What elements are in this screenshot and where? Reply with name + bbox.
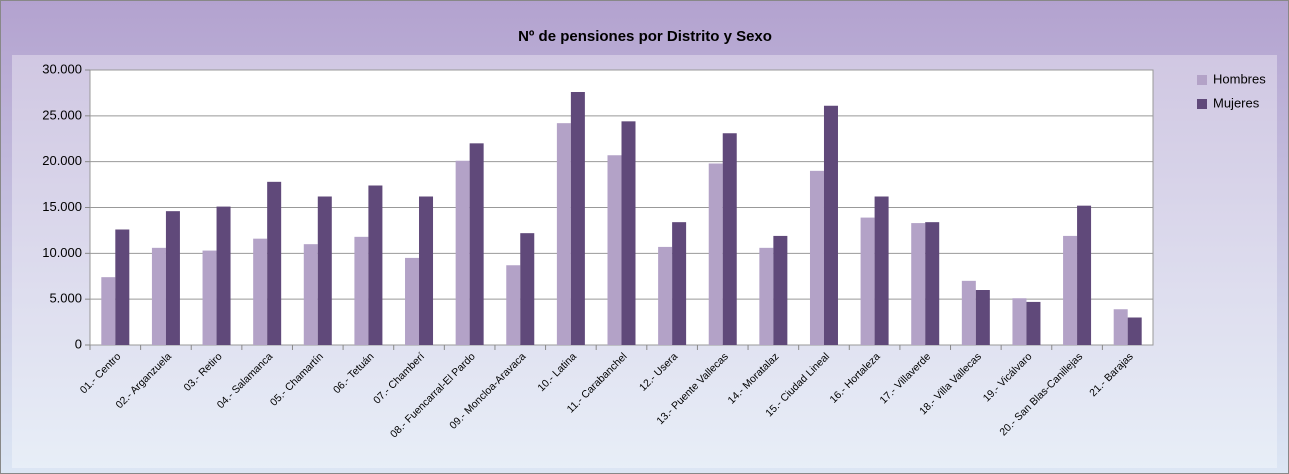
bar [267, 181, 282, 345]
bar [556, 123, 571, 346]
bar [303, 244, 318, 345]
bar [773, 235, 788, 345]
bar [925, 222, 940, 345]
bar [455, 160, 470, 345]
bar [469, 143, 484, 345]
legend-swatch [1197, 99, 1207, 109]
bar [216, 206, 231, 345]
bar [759, 247, 774, 345]
bar [823, 105, 838, 345]
bar [874, 196, 889, 345]
bar [368, 185, 383, 345]
bar [961, 280, 976, 345]
legend-swatch [1197, 75, 1207, 85]
legend-label: Hombres [1213, 71, 1266, 86]
bar [672, 222, 687, 345]
bar [975, 290, 990, 345]
bar [809, 170, 824, 345]
bar [722, 133, 737, 345]
bar [607, 155, 622, 345]
bar [317, 196, 332, 345]
y-tick-label: 15.000 [42, 199, 82, 214]
bar [165, 211, 180, 345]
bar [621, 121, 636, 345]
bar [1113, 309, 1128, 345]
bar [658, 246, 673, 345]
bar [520, 233, 535, 345]
bar [1127, 317, 1142, 345]
bar [708, 163, 723, 345]
y-tick-label: 20.000 [42, 153, 82, 168]
bar [405, 257, 420, 345]
y-tick-label: 5.000 [49, 291, 82, 306]
bar [101, 277, 116, 345]
legend-label: Mujeres [1213, 95, 1260, 110]
bar [1063, 235, 1078, 345]
bar [570, 92, 585, 345]
y-tick-label: 30.000 [42, 61, 82, 76]
y-tick-label: 10.000 [42, 245, 82, 260]
bar [419, 196, 434, 345]
bar [1012, 298, 1027, 345]
bar [860, 217, 875, 345]
chart-title: Nº de pensiones por Distrito y Sexo [518, 28, 772, 45]
bar [115, 229, 130, 345]
bar [1077, 205, 1092, 345]
bar [151, 247, 166, 345]
bar [911, 223, 926, 345]
bar [1026, 301, 1041, 345]
bar [354, 236, 369, 345]
y-tick-label: 25.000 [42, 107, 82, 122]
bar [253, 238, 268, 345]
bar [202, 250, 217, 345]
bar [506, 265, 521, 345]
y-tick-label: 0 [75, 336, 82, 351]
